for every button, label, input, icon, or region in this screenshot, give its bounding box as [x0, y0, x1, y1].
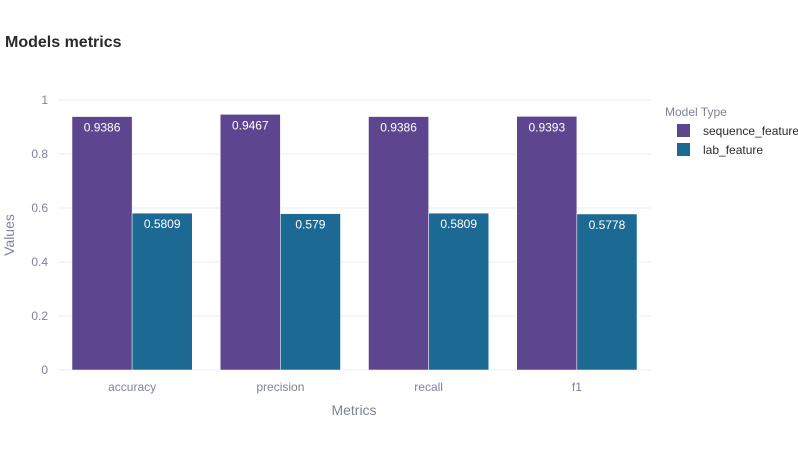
bar-value-label: 0.5778 — [589, 218, 626, 232]
y-tick-label: 0.2 — [31, 309, 48, 323]
legend-title: Model Type — [665, 105, 727, 119]
x-tick-label-f1: f1 — [572, 380, 582, 394]
bar-value-label: 0.5809 — [144, 217, 181, 231]
x-axis-ticks: accuracy precision recall f1 — [108, 380, 582, 394]
legend-item-lab_feature[interactable]: lab_feature — [677, 143, 763, 157]
legend-swatch — [677, 143, 690, 156]
bar-sequence_feature-precision[interactable] — [220, 114, 281, 371]
legend-item-sequence_feature[interactable]: sequence_feature — [677, 124, 798, 138]
x-tick-label-recall: recall — [414, 380, 443, 394]
bars: 0.9386 0.5809 0.9467 0.579 0.9386 0.5809 0.939… — [71, 114, 638, 371]
legend-swatch — [677, 124, 690, 137]
bar-value-label: 0.9467 — [232, 118, 269, 132]
bar-lab_feature-accuracy[interactable] — [131, 212, 193, 371]
bar-value-label: 0.5809 — [440, 217, 477, 231]
chart-title: Models metrics — [5, 34, 122, 51]
bar-value-label: 0.9386 — [380, 121, 417, 135]
y-tick-label: 1 — [41, 93, 48, 107]
bar-sequence_feature-f1[interactable] — [516, 116, 578, 371]
x-tick-label-accuracy: accuracy — [108, 380, 156, 394]
legend-label: lab_feature — [703, 143, 763, 157]
bar-lab_feature-recall[interactable] — [428, 212, 489, 371]
bar-lab_feature-precision[interactable] — [280, 213, 341, 371]
bar-value-label: 0.9386 — [84, 121, 121, 135]
legend-label: sequence_feature — [703, 124, 798, 138]
y-tick-label: 0.8 — [31, 147, 48, 161]
bar-sequence_feature-recall[interactable] — [368, 116, 429, 371]
bar-value-label: 0.579 — [295, 218, 325, 232]
y-tick-label: 0.6 — [31, 201, 48, 215]
legend[interactable]: Model Type sequence_feature lab_feature — [665, 105, 798, 157]
y-axis-title: Values — [1, 214, 17, 256]
x-axis-title: Metrics — [331, 402, 376, 418]
x-tick-label-precision: precision — [256, 380, 304, 394]
bar-lab_feature-f1[interactable] — [576, 213, 638, 371]
y-tick-label: 0.4 — [31, 255, 48, 269]
y-tick-label: 0 — [41, 363, 48, 377]
bar-value-label: 0.9393 — [528, 120, 565, 134]
bar-sequence_feature-accuracy[interactable] — [71, 116, 133, 371]
y-axis-ticks: 0 0.2 0.4 0.6 0.8 1 — [31, 93, 48, 377]
